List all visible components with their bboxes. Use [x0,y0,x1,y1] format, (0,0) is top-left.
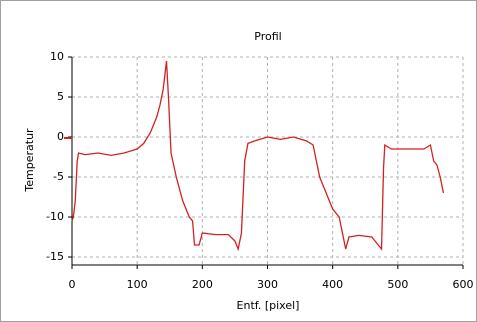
y-axis-label: Temperatur [23,128,36,193]
y-tick-label: 10 [50,50,64,63]
x-tick-label: 200 [192,278,213,291]
x-tick-label: 0 [69,278,76,291]
y-tick-label: -15 [46,250,64,263]
x-tick-label: 300 [257,278,278,291]
chart-title: Profil [254,30,281,43]
x-tick-label: 600 [453,278,474,291]
y-tick-label: 5 [57,90,64,103]
x-tick-label: 400 [322,278,343,291]
line-series [71,60,445,252]
x-axis-label: Entf. [pixel] [237,299,300,312]
y-tick-label: -10 [46,210,64,223]
y-tick-label: 0 [57,130,64,143]
x-tick-label: 500 [387,278,408,291]
x-tick-label: 100 [127,278,148,291]
y-tick-label: -5 [53,170,64,183]
